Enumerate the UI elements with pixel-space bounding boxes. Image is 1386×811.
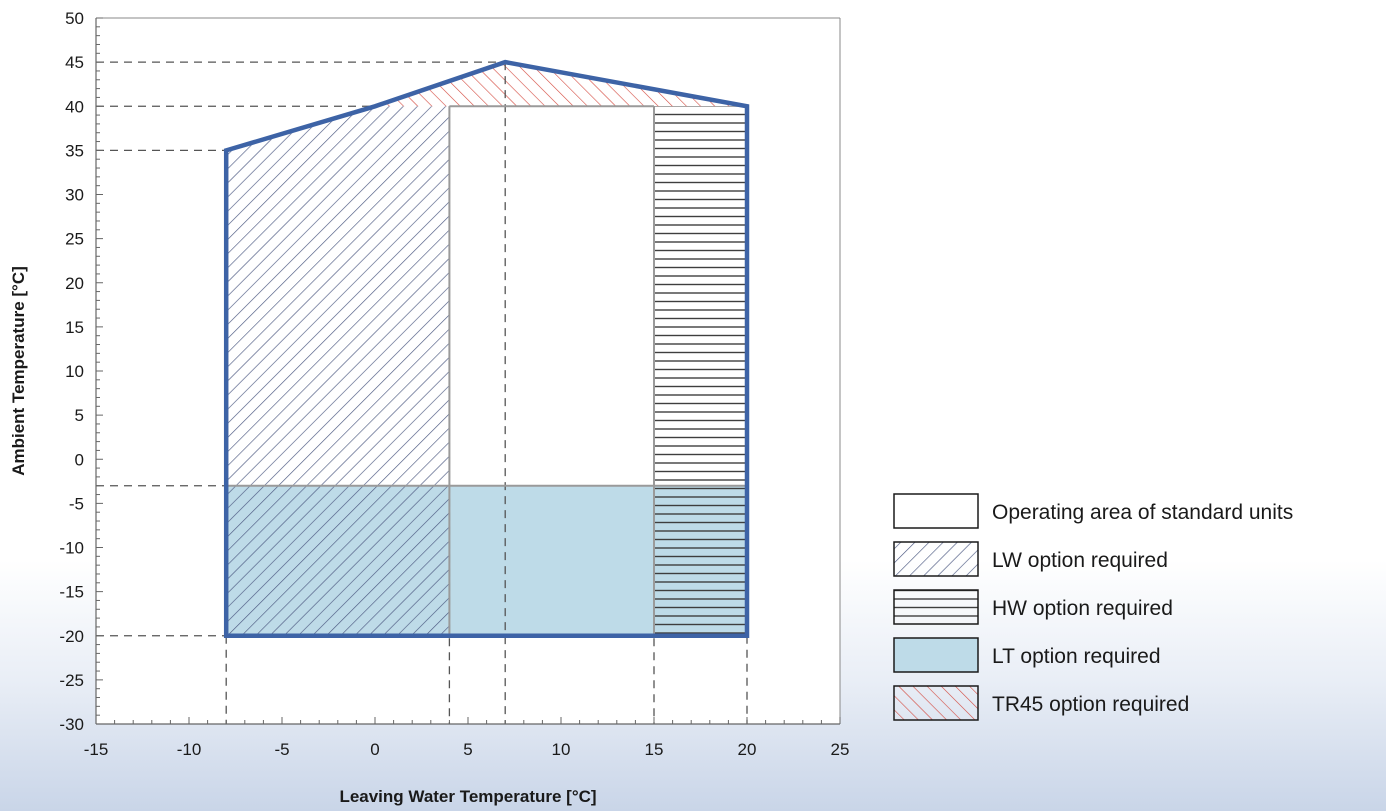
legend-item-tr45: TR45 option required <box>893 685 1189 721</box>
x-tick-label: 20 <box>738 740 757 759</box>
y-axis-title: Ambient Temperature [°C] <box>9 266 28 476</box>
y-tick-label: 25 <box>65 230 84 249</box>
legend-label-standard: Operating area of standard units <box>992 501 1293 524</box>
legend-item-standard: Operating area of standard units <box>893 493 1293 529</box>
legend-swatch-lw <box>893 541 979 577</box>
region-lw <box>226 106 450 636</box>
region-tr45 <box>375 62 747 107</box>
legend-swatch-standard <box>893 493 979 529</box>
legend-label-lw: LW option required <box>992 549 1168 572</box>
x-tick-label: -15 <box>84 740 109 759</box>
legend-swatch-hw <box>893 589 979 625</box>
y-tick-label: -15 <box>59 583 84 602</box>
y-tick-label: -10 <box>59 539 84 558</box>
legend-label-hw: HW option required <box>992 597 1173 620</box>
legend-item-lt: LT option required <box>893 637 1161 673</box>
legend-label-tr45: TR45 option required <box>992 693 1189 716</box>
y-tick-label: 40 <box>65 97 84 116</box>
y-tick-label: 5 <box>75 406 84 425</box>
y-tick-label: 30 <box>65 186 84 205</box>
y-tick-label: -25 <box>59 671 84 690</box>
operating-envelope <box>223 59 750 639</box>
legend-label-lt: LT option required <box>992 645 1161 668</box>
y-tick-label: -20 <box>59 627 84 646</box>
y-tick-label: -5 <box>69 494 84 513</box>
x-axis-title: Leaving Water Temperature [°C] <box>339 787 596 806</box>
y-tick-label: -30 <box>59 715 84 734</box>
legend-swatch-lt <box>893 637 979 673</box>
y-tick-label: 50 <box>65 9 84 28</box>
y-tick-label: 35 <box>65 141 84 160</box>
y-tick-label: 45 <box>65 53 84 72</box>
x-tick-label: -10 <box>177 740 202 759</box>
x-tick-label: 5 <box>463 740 472 759</box>
x-tick-label: 0 <box>370 740 379 759</box>
x-tick-label: 10 <box>552 740 571 759</box>
x-tick-label: 15 <box>645 740 664 759</box>
region-hw <box>654 106 747 636</box>
x-tick-label: 25 <box>831 740 850 759</box>
y-tick-label: 0 <box>75 450 84 469</box>
legend-item-hw: HW option required <box>893 589 1173 625</box>
legend-item-lw: LW option required <box>893 541 1168 577</box>
legend-swatch-tr45 <box>893 685 979 721</box>
y-tick-label: 20 <box>65 274 84 293</box>
legend: Operating area of standard units LW opti… <box>893 493 1293 721</box>
x-tick-label: -5 <box>274 740 289 759</box>
y-tick-label: 15 <box>65 318 84 337</box>
y-tick-label: 10 <box>65 362 84 381</box>
